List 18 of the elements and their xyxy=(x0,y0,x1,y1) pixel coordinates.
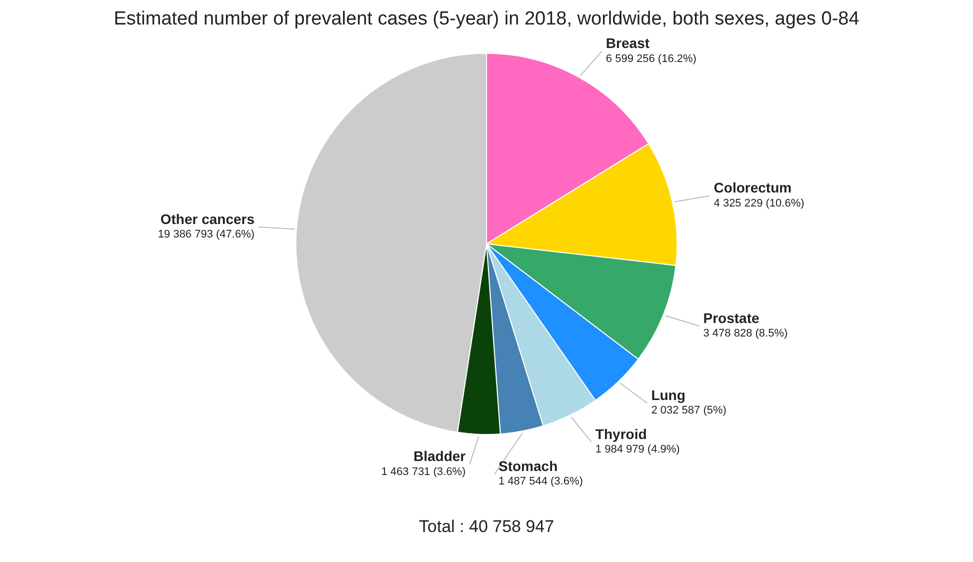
slice-label: Other cancers xyxy=(160,210,255,227)
data-label: 1 487 544 (3.6%) xyxy=(498,476,583,488)
data-label: 3 478 828 (8.5%) xyxy=(703,328,788,340)
data-label: 1 463 731 (3.6%) xyxy=(381,466,466,478)
data-label: 1 984 979 (4.9%) xyxy=(595,444,680,456)
data-label: 4 325 229 (10.6%) xyxy=(714,197,804,210)
slice-label: Bladder xyxy=(414,448,466,464)
slice-label: Thyroid xyxy=(595,426,647,442)
slice-label: Breast xyxy=(606,35,650,52)
data-label: 6 599 256 (16.2%) xyxy=(606,52,696,65)
slice-label: Prostate xyxy=(703,310,760,326)
text: Total : 40 758 947 xyxy=(418,517,556,537)
slice-label: Stomach xyxy=(498,458,558,474)
slice-label: Colorectum xyxy=(714,180,792,196)
data-label: 2 032 587 (5%) xyxy=(651,404,726,417)
chart-title: Estimated number of prevalent cases (5-year) in 2018, worldwide, both sexes, ages 0-84 xyxy=(114,8,860,30)
data-label: 19 386 793 (47.6%) xyxy=(158,228,255,241)
slice-label: Lung xyxy=(651,386,686,403)
